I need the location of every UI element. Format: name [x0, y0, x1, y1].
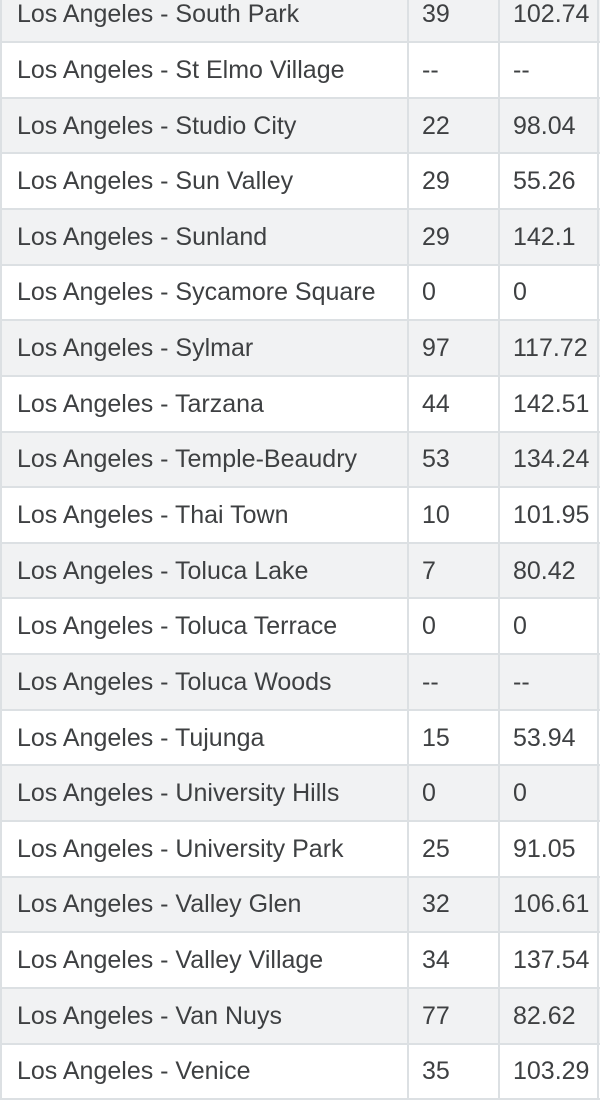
- metric-count-cell: 35: [409, 1044, 500, 1099]
- metric-value-cell: 91.05: [500, 822, 599, 876]
- neighborhood-name-cell: Los Angeles - Valley Village: [2, 933, 409, 987]
- table-row: Los Angeles - Venice 35 103.29: [2, 1044, 600, 1100]
- metric-value-cell: 82.62: [500, 988, 599, 1043]
- neighborhood-name-cell: Los Angeles - Valley Glen: [2, 877, 409, 932]
- metric-count-cell: 44: [409, 376, 500, 431]
- metric-count-cell: 32: [409, 877, 500, 932]
- metric-value-cell: 53.94: [500, 710, 599, 765]
- neighborhood-name-cell: Los Angeles - University Hills: [2, 766, 409, 821]
- metric-value-cell: 106.61: [500, 877, 599, 932]
- metric-count-cell: --: [409, 43, 500, 97]
- table-row: Los Angeles - Sun Valley 29 55.26: [2, 154, 600, 210]
- metric-count-cell: 97: [409, 321, 500, 375]
- metric-count-cell: 7: [409, 543, 500, 598]
- metric-value-cell: 101.95: [500, 488, 599, 542]
- metric-value-cell: 137.54: [500, 933, 599, 987]
- neighborhood-name-cell: Los Angeles - Toluca Woods: [2, 655, 409, 709]
- table-row: Los Angeles - Sylmar 97 117.72: [2, 321, 600, 377]
- table-row: Los Angeles - Van Nuys 77 82.62: [2, 988, 600, 1045]
- table-row: Los Angeles - Thai Town 10 101.95: [2, 488, 600, 544]
- metric-count-cell: 0: [409, 265, 500, 320]
- metric-count-cell: 34: [409, 933, 500, 987]
- neighborhood-name-cell: Los Angeles - Thai Town: [2, 488, 409, 542]
- neighborhood-name-cell: Los Angeles - Sycamore Square: [2, 265, 409, 320]
- metric-count-cell: 77: [409, 988, 500, 1043]
- metric-value-cell: 142.1: [500, 209, 599, 264]
- metric-count-cell: 25: [409, 822, 500, 876]
- table-row: Los Angeles - University Park 25 91.05: [2, 822, 600, 878]
- table-row: Los Angeles - Toluca Terrace 0 0: [2, 599, 600, 656]
- metric-count-cell: 10: [409, 488, 500, 542]
- metric-value-cell: 80.42: [500, 543, 599, 598]
- metric-value-cell: 142.51: [500, 376, 599, 431]
- metric-count-cell: --: [409, 655, 500, 709]
- table-row: Los Angeles - Sunland 29 142.1: [2, 209, 600, 266]
- table-row: Los Angeles - Toluca Lake 7 80.42: [2, 543, 600, 600]
- table-row: Los Angeles - University Hills 0 0: [2, 766, 600, 823]
- table-row: Los Angeles - South Park 39 102.74: [2, 0, 600, 44]
- table-row: Los Angeles - Toluca Woods -- --: [2, 655, 600, 711]
- neighborhood-name-cell: Los Angeles - Sun Valley: [2, 154, 409, 208]
- table-row: Los Angeles - Valley Glen 32 106.61: [2, 877, 600, 934]
- metric-count-cell: 0: [409, 766, 500, 821]
- metric-value-cell: 0: [500, 766, 599, 821]
- table-row: Los Angeles - Temple-Beaudry 53 134.24: [2, 432, 600, 489]
- metric-count-cell: 0: [409, 599, 500, 654]
- neighborhood-name-cell: Los Angeles - Sunland: [2, 209, 409, 264]
- table-row: Los Angeles - St Elmo Village -- --: [2, 43, 600, 99]
- metric-value-cell: 0: [500, 265, 599, 320]
- neighborhood-name-cell: Los Angeles - Studio City: [2, 98, 409, 153]
- table-row: Los Angeles - Tarzana 44 142.51: [2, 376, 600, 433]
- neighborhood-name-cell: Los Angeles - Tarzana: [2, 376, 409, 431]
- neighborhood-name-cell: Los Angeles - South Park: [2, 0, 409, 42]
- metric-count-cell: 15: [409, 710, 500, 765]
- metric-value-cell: 55.26: [500, 154, 599, 208]
- table-row: Los Angeles - Studio City 22 98.04: [2, 98, 600, 155]
- neighborhood-name-cell: Los Angeles - University Park: [2, 822, 409, 876]
- metric-value-cell: 102.74: [500, 0, 599, 42]
- neighborhood-name-cell: Los Angeles - St Elmo Village: [2, 43, 409, 97]
- neighborhood-name-cell: Los Angeles - Tujunga: [2, 710, 409, 765]
- metric-count-cell: 22: [409, 98, 500, 153]
- metric-count-cell: 29: [409, 154, 500, 208]
- metric-value-cell: 103.29: [500, 1044, 599, 1099]
- metric-value-cell: 0: [500, 599, 599, 654]
- metric-value-cell: --: [500, 655, 599, 709]
- metric-count-cell: 39: [409, 0, 500, 42]
- neighborhood-name-cell: Los Angeles - Van Nuys: [2, 988, 409, 1043]
- table-row: Los Angeles - Sycamore Square 0 0: [2, 265, 600, 322]
- neighborhood-name-cell: Los Angeles - Toluca Terrace: [2, 599, 409, 654]
- metric-count-cell: 29: [409, 209, 500, 264]
- neighborhood-name-cell: Los Angeles - Toluca Lake: [2, 543, 409, 598]
- table-row: Los Angeles - Tujunga 15 53.94: [2, 710, 600, 767]
- metric-value-cell: 134.24: [500, 432, 599, 487]
- metric-value-cell: 98.04: [500, 98, 599, 153]
- metric-value-cell: --: [500, 43, 599, 97]
- metric-count-cell: 53: [409, 432, 500, 487]
- neighborhood-name-cell: Los Angeles - Venice: [2, 1044, 409, 1099]
- neighborhood-name-cell: Los Angeles - Sylmar: [2, 321, 409, 375]
- table-row: Los Angeles - Valley Village 34 137.54: [2, 933, 600, 989]
- neighborhood-name-cell: Los Angeles - Temple-Beaudry: [2, 432, 409, 487]
- metric-value-cell: 117.72: [500, 321, 599, 375]
